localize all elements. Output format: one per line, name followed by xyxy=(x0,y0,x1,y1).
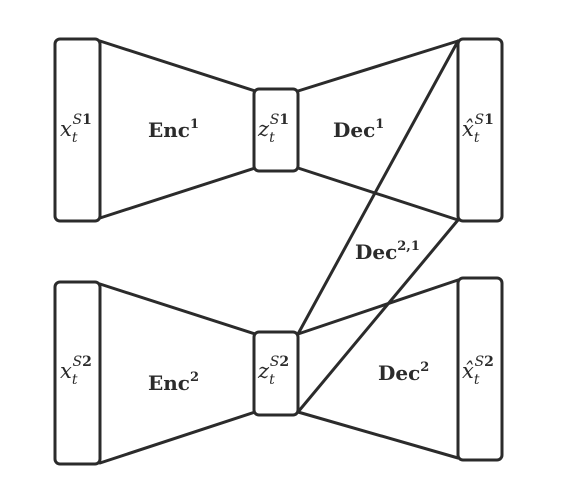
enc1-top-edge xyxy=(98,39,257,93)
enc2-bottom-edge xyxy=(98,410,257,465)
z1-box xyxy=(252,87,300,173)
x2-label: xtS2 xyxy=(60,354,92,388)
x2-box xyxy=(53,280,102,466)
xhat2-box xyxy=(456,276,504,462)
dec2-top-edge xyxy=(296,278,460,336)
z2-box xyxy=(252,330,300,417)
x1-label: xtS1 xyxy=(60,112,92,146)
enc2-label: Enc2 xyxy=(148,370,199,395)
enc1-bottom-edge xyxy=(98,166,257,220)
dec21-label: Dec2,1 xyxy=(355,239,420,264)
xhat1-box xyxy=(456,37,504,223)
dec1-label: Dec1 xyxy=(333,117,384,142)
xhat1-label: x̂tS1 xyxy=(462,112,494,146)
dec21-bottom-edge xyxy=(296,218,460,414)
z2-label: ztS2 xyxy=(257,354,289,388)
xhat2-label: x̂tS2 xyxy=(462,354,494,388)
dec1-top-edge xyxy=(296,39,460,93)
x1-box xyxy=(53,37,102,223)
enc2-top-edge xyxy=(98,282,257,336)
z1-label: ztS1 xyxy=(257,112,289,146)
edges xyxy=(98,39,460,465)
dec2-bottom-edge xyxy=(296,410,460,460)
dec21-top-edge xyxy=(296,39,460,336)
dec1-bottom-edge xyxy=(296,166,460,222)
enc1-label: Enc1 xyxy=(148,117,199,142)
dec2-label: Dec2 xyxy=(378,360,429,385)
